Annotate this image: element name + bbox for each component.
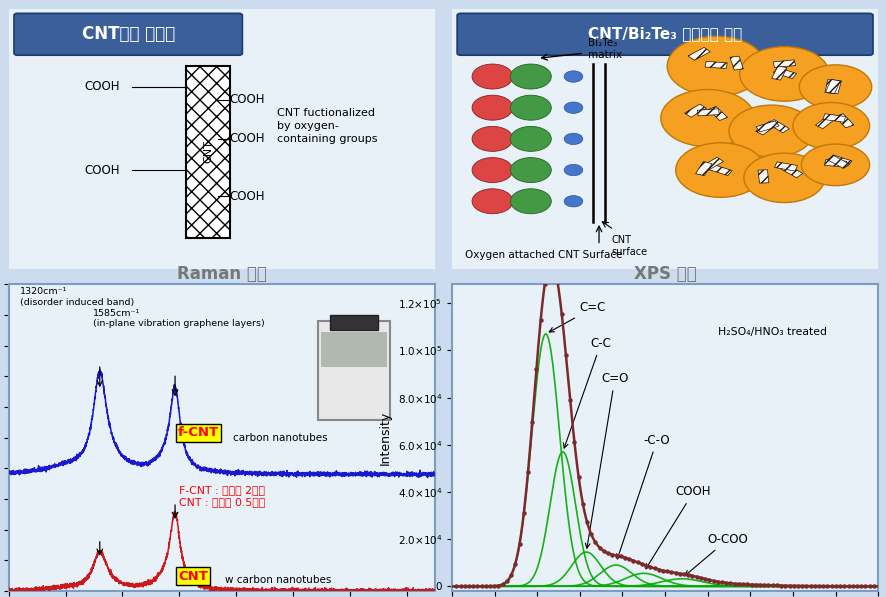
Circle shape	[471, 64, 512, 89]
Bar	[822, 114, 844, 122]
Circle shape	[471, 96, 512, 120]
Text: CNT fuctionalized
by oxygen-
containing groups: CNT fuctionalized by oxygen- containing …	[277, 107, 377, 144]
Text: H₂SO₄/HNO₃ treated: H₂SO₄/HNO₃ treated	[718, 327, 827, 337]
Circle shape	[675, 143, 765, 198]
FancyBboxPatch shape	[14, 13, 242, 55]
Bar	[701, 157, 723, 170]
Bar	[707, 106, 727, 121]
FancyBboxPatch shape	[456, 13, 872, 55]
Circle shape	[666, 36, 765, 96]
Text: carbon nanotubes: carbon nanotubes	[233, 433, 328, 443]
Text: COOH: COOH	[229, 133, 265, 146]
Text: C-C: C-C	[563, 337, 610, 448]
Text: w carbon nanotubes: w carbon nanotubes	[224, 574, 330, 584]
Bar	[824, 79, 836, 93]
Circle shape	[660, 90, 754, 147]
Bar	[828, 155, 851, 166]
Circle shape	[509, 96, 551, 120]
Circle shape	[563, 102, 582, 113]
Text: 1320cm⁻¹
(disorder induced band): 1320cm⁻¹ (disorder induced band)	[20, 288, 135, 307]
Circle shape	[739, 47, 828, 101]
Bar	[824, 159, 846, 167]
Bar	[755, 121, 778, 132]
Title: XPS 결과: XPS 결과	[633, 265, 696, 283]
Text: Bi₂Te₃
matrix: Bi₂Te₃ matrix	[587, 38, 622, 60]
Circle shape	[728, 105, 813, 157]
Circle shape	[471, 189, 512, 214]
Bar	[828, 80, 841, 94]
Text: F-CNT : 산처리 2시간
CNT : 산처리 0.5시간: F-CNT : 산처리 2시간 CNT : 산처리 0.5시간	[179, 485, 265, 507]
Bar	[185, 66, 230, 238]
Bar	[684, 104, 705, 117]
Text: CNT
surface: CNT surface	[611, 235, 647, 257]
Bar	[771, 66, 786, 80]
Circle shape	[743, 153, 824, 202]
Circle shape	[563, 133, 582, 144]
Bar	[688, 47, 710, 60]
Circle shape	[509, 189, 551, 214]
Text: f-CNT: f-CNT	[178, 426, 219, 439]
Text: O-COO: O-COO	[684, 533, 748, 576]
Circle shape	[471, 158, 512, 183]
Bar	[773, 67, 796, 79]
Circle shape	[798, 65, 871, 109]
Text: CNT: CNT	[203, 140, 213, 164]
Text: 1585cm⁻¹
(in-plane vibration graphene layers): 1585cm⁻¹ (in-plane vibration graphene la…	[92, 309, 264, 328]
Bar	[814, 115, 835, 129]
Y-axis label: Intensity: Intensity	[378, 411, 392, 465]
Circle shape	[801, 144, 868, 186]
Bar	[766, 119, 789, 133]
Circle shape	[509, 158, 551, 183]
Text: C=C: C=C	[548, 301, 605, 332]
Circle shape	[509, 64, 551, 89]
Text: COOH: COOH	[645, 485, 711, 569]
Text: Oxygen attached CNT Surface: Oxygen attached CNT Surface	[464, 250, 622, 260]
FancyBboxPatch shape	[5, 7, 438, 271]
Text: COOH: COOH	[85, 81, 120, 93]
Text: COOH: COOH	[229, 93, 265, 106]
Title: Raman 결과: Raman 결과	[177, 265, 267, 283]
Bar	[696, 109, 719, 116]
Bar	[827, 155, 849, 168]
FancyBboxPatch shape	[448, 7, 881, 271]
Bar	[758, 170, 768, 183]
Bar	[704, 61, 727, 69]
Circle shape	[471, 127, 512, 152]
Text: C=O: C=O	[585, 373, 628, 548]
Text: CNT표면 기능기: CNT표면 기능기	[82, 24, 175, 42]
Text: CNT/Bi₂Te₃ 계면구조 예측: CNT/Bi₂Te₃ 계면구조 예측	[587, 26, 742, 41]
Text: COOH: COOH	[229, 190, 265, 202]
Bar	[780, 165, 802, 178]
Circle shape	[563, 196, 582, 207]
Bar	[695, 162, 711, 176]
Circle shape	[563, 71, 582, 82]
Bar	[729, 56, 742, 70]
Bar	[834, 113, 853, 128]
Bar	[773, 162, 797, 171]
Bar	[708, 165, 731, 176]
Bar	[773, 60, 795, 67]
Circle shape	[509, 127, 551, 152]
Text: -C-O: -C-O	[616, 433, 670, 559]
Circle shape	[792, 103, 868, 149]
Bar	[825, 79, 839, 94]
Text: COOH: COOH	[85, 164, 120, 177]
Text: CNT: CNT	[178, 570, 207, 583]
Circle shape	[563, 164, 582, 176]
Bar	[755, 121, 775, 135]
